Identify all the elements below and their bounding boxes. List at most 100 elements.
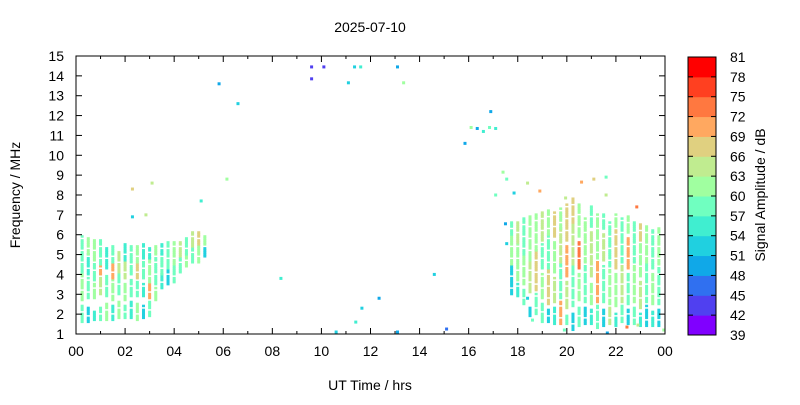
data-point: [596, 324, 600, 328]
data-point: [577, 253, 581, 256]
data-point: [86, 263, 90, 266]
data-point: [197, 251, 201, 254]
data-point: [571, 205, 575, 208]
data-point: [540, 312, 544, 316]
data-point: [596, 233, 600, 236]
data-point: [596, 304, 600, 308]
data-point: [580, 180, 584, 184]
data-point: [657, 308, 661, 312]
data-point: [645, 312, 649, 316]
data-point: [99, 253, 103, 256]
data-point: [632, 284, 636, 288]
data-point: [651, 324, 655, 328]
data-point: [602, 322, 606, 326]
colorbar-swatch: [688, 136, 716, 157]
data-point: [638, 227, 642, 230]
data-point: [620, 272, 624, 276]
data-point: [80, 278, 84, 282]
x-tick-label: 06: [215, 343, 231, 359]
data-point: [596, 225, 600, 228]
data-point: [638, 316, 642, 320]
data-point: [141, 243, 145, 246]
data-point: [577, 306, 581, 310]
data-point: [589, 243, 593, 246]
data-point: [105, 247, 109, 250]
data-point: [596, 280, 600, 284]
data-point: [596, 245, 600, 248]
data-point: [129, 304, 133, 308]
data-point: [596, 243, 600, 246]
data-point: [620, 268, 624, 272]
data-point: [583, 276, 587, 280]
data-point: [135, 292, 139, 296]
data-point: [645, 253, 649, 256]
data-point: [86, 288, 90, 292]
data-point: [565, 209, 569, 212]
data-point: [80, 320, 84, 324]
data-point: [589, 284, 593, 288]
data-point: [111, 274, 115, 278]
data-point: [86, 284, 90, 288]
data-point: [172, 253, 176, 256]
data-point: [80, 247, 84, 250]
data-point: [604, 193, 608, 197]
data-point: [80, 255, 84, 258]
data-point: [154, 251, 158, 254]
data-point: [553, 296, 557, 300]
data-point: [144, 213, 148, 217]
data-point: [583, 217, 587, 220]
data-point: [565, 255, 569, 258]
data-point: [589, 211, 593, 214]
data-point: [571, 237, 575, 240]
data-point: [614, 219, 618, 222]
data-point: [638, 249, 642, 252]
data-point: [489, 110, 493, 114]
data-point: [608, 239, 612, 242]
data-point: [632, 259, 636, 262]
data-point: [534, 266, 538, 270]
data-point: [148, 286, 152, 290]
data-point: [92, 243, 96, 246]
data-point: [571, 211, 575, 214]
data-point: [657, 239, 661, 242]
data-point: [522, 268, 526, 272]
data-point: [620, 253, 624, 256]
data-point: [651, 251, 655, 254]
data-point: [80, 251, 84, 254]
data-point: [111, 266, 115, 270]
data-point: [510, 292, 514, 296]
data-point: [540, 276, 544, 280]
data-point: [571, 328, 575, 332]
data-point: [80, 292, 84, 296]
data-point: [571, 288, 575, 292]
data-point: [92, 264, 96, 268]
data-point: [571, 266, 575, 270]
data-point: [602, 270, 606, 274]
data-point: [522, 266, 526, 270]
data-point: [123, 288, 127, 292]
data-point: [577, 263, 581, 266]
y-tick-label: 8: [56, 187, 64, 203]
data-point: [614, 300, 618, 304]
data-point: [154, 290, 158, 294]
data-point: [510, 288, 514, 292]
data-point: [608, 249, 612, 252]
data-point: [135, 245, 139, 248]
data-point: [99, 243, 103, 246]
data-point: [571, 217, 575, 220]
data-point: [141, 257, 145, 260]
data-point: [117, 292, 121, 296]
data-point: [534, 257, 538, 260]
data-point: [129, 316, 133, 320]
data-point: [571, 296, 575, 300]
data-point: [596, 264, 600, 268]
data-point: [166, 251, 170, 254]
data-point: [540, 231, 544, 234]
data-point: [197, 259, 201, 262]
data-point: [638, 290, 642, 294]
data-point: [583, 247, 587, 250]
data-point: [432, 272, 436, 276]
data-point: [657, 286, 661, 290]
data-point: [534, 284, 538, 288]
data-point: [620, 280, 624, 284]
